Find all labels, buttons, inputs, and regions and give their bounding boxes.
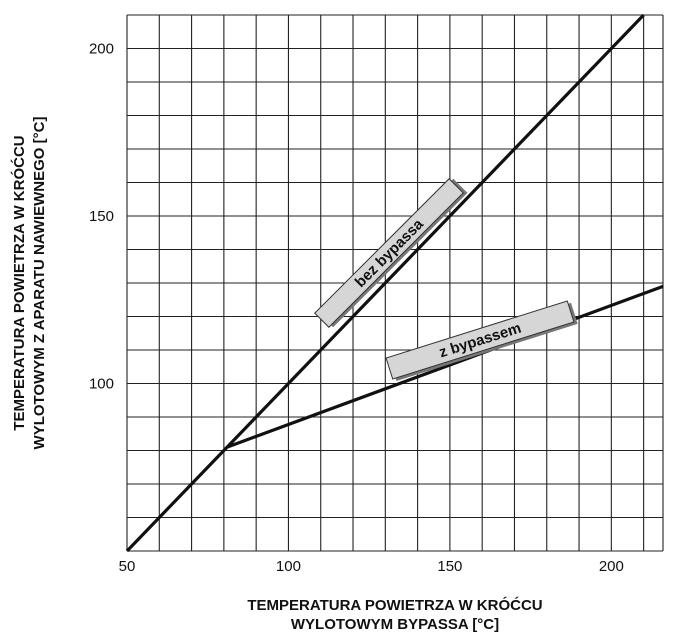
y-axis-title: TEMPERATURA POWIETRZA W KRÓĆCU xyxy=(10,135,28,430)
x-axis-title: TEMPERATURA POWIETRZA W KRÓĆCU xyxy=(247,596,542,614)
y-axis-title: WYLOTOWYM Z APARATU NAWIEWNEGO [°C] xyxy=(31,117,48,450)
label-tag-box xyxy=(385,300,575,380)
axis-titles: TEMPERATURA POWIETRZA W KRÓĆCUWYLOTOWYM … xyxy=(10,117,543,633)
tick-labels: 50 100 150 200 100 150 200 xyxy=(89,41,624,576)
grid xyxy=(126,14,664,552)
x-tick-label: 200 xyxy=(599,558,624,575)
x-tick-label: 100 xyxy=(276,558,301,575)
series-line-0 xyxy=(125,13,645,553)
label-tag-box xyxy=(314,178,464,328)
series-label-tag: bez bypassa xyxy=(314,178,468,328)
x-tick-label: 50 xyxy=(119,558,136,575)
series-line-1 xyxy=(226,284,664,449)
y-tick-label: 200 xyxy=(89,41,114,58)
series-lines xyxy=(125,13,664,553)
x-tick-label: 150 xyxy=(437,558,462,575)
y-tick-label: 100 xyxy=(89,376,114,393)
y-tick-label: 150 xyxy=(89,208,114,225)
x-axis-title: WYLOTOWYM BYPASSA [°C] xyxy=(291,616,499,633)
